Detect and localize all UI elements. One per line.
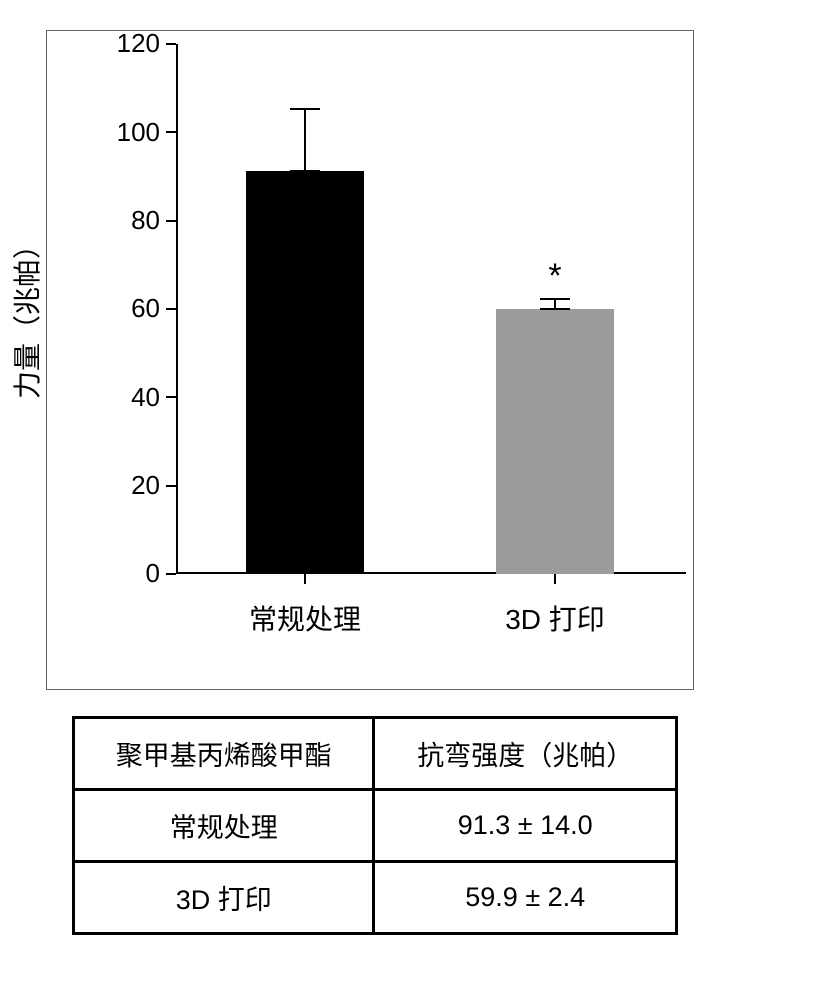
- y-tick: [166, 43, 176, 45]
- table-cell: 3D 打印: [74, 862, 374, 934]
- data-table: 聚甲基丙烯酸甲酯抗弯强度（兆帕）常规处理91.3 ± 14.03D 打印59.9…: [72, 716, 678, 935]
- y-tick: [166, 396, 176, 398]
- x-tick: [304, 574, 306, 584]
- y-axis-title: 力量（兆帕）: [6, 215, 46, 415]
- errorbar-cap: [290, 108, 320, 110]
- bar: [496, 309, 614, 574]
- table-cell: 91.3 ± 14.0: [374, 790, 677, 862]
- y-axis-line: [176, 44, 178, 574]
- y-tick: [166, 573, 176, 575]
- bar: [246, 171, 364, 574]
- table-row: 常规处理91.3 ± 14.0: [74, 790, 677, 862]
- errorbar-stem: [304, 109, 306, 171]
- table-cell: 聚甲基丙烯酸甲酯: [74, 718, 374, 790]
- y-tick-label: 60: [90, 293, 160, 324]
- table-cell: 抗弯强度（兆帕）: [374, 718, 677, 790]
- y-tick: [166, 485, 176, 487]
- y-tick-label: 80: [90, 205, 160, 236]
- plot-area: 020406080100120常规处理3D 打印*: [176, 44, 686, 574]
- y-tick: [166, 131, 176, 133]
- errorbar-cap: [540, 298, 570, 300]
- x-tick: [554, 574, 556, 584]
- errorbar-cap-lower: [540, 308, 570, 310]
- y-tick: [166, 220, 176, 222]
- y-tick-label: 40: [90, 382, 160, 413]
- y-tick-label: 0: [90, 558, 160, 589]
- significance-marker: *: [535, 259, 575, 293]
- y-tick: [166, 308, 176, 310]
- table-cell: 59.9 ± 2.4: [374, 862, 677, 934]
- y-tick-label: 100: [90, 117, 160, 148]
- category-label: 3D 打印: [445, 598, 665, 638]
- y-tick-label: 20: [90, 470, 160, 501]
- table-row: 3D 打印59.9 ± 2.4: [74, 862, 677, 934]
- errorbar-cap-lower: [290, 170, 320, 172]
- category-label: 常规处理: [195, 598, 415, 638]
- y-tick-label: 120: [90, 28, 160, 59]
- table-row: 聚甲基丙烯酸甲酯抗弯强度（兆帕）: [74, 718, 677, 790]
- table-cell: 常规处理: [74, 790, 374, 862]
